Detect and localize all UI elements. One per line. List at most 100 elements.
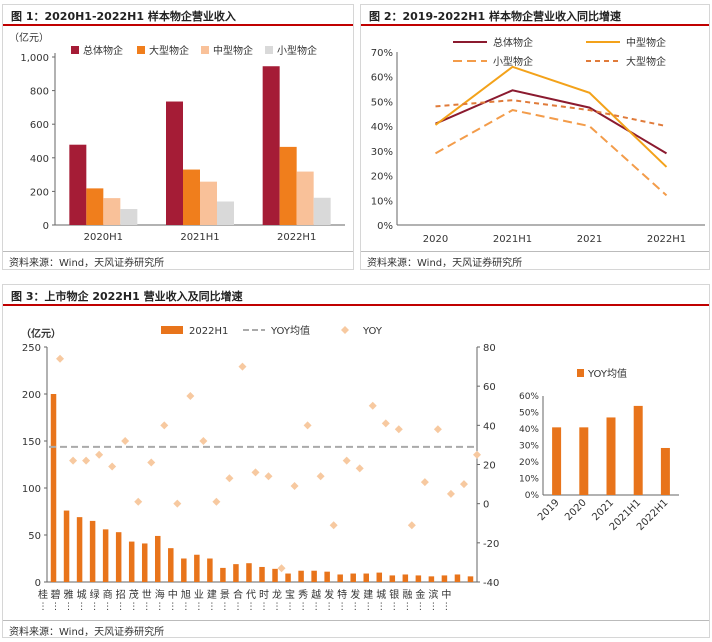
figure-3-x-label-ellipsis: ⋮ xyxy=(338,602,347,612)
figure-3-x-label: 越 xyxy=(311,588,321,601)
figure-3-yoy-point xyxy=(199,437,208,445)
figure-1-bar xyxy=(262,66,280,225)
figure-3-inset-x-tick: 2019 xyxy=(536,497,562,523)
figure-2-y-tick: 70% xyxy=(371,48,393,59)
figure-3-x-label: 雅 xyxy=(64,588,74,601)
figure-2-x-tick: 2022H1 xyxy=(647,234,686,245)
figure-2-chart: 0% 10% 20% 30% 40% 50% 60% 70% 2020 2021H1 2021 202… xyxy=(371,36,705,245)
figure-3-x-label: 业 xyxy=(194,589,204,601)
figure-3-x-label: 银 xyxy=(389,588,399,601)
figure-3-x-label-ellipsis: ⋮ xyxy=(403,602,412,612)
figure-1-bar xyxy=(120,209,138,225)
figure-2-y-tick: 50% xyxy=(371,97,393,108)
figure-3-inset-y-tick: 10% xyxy=(519,475,539,485)
figure-3-x-label: 时 xyxy=(259,589,269,601)
figure-3-chart: （亿元）050100150200250-40-20020406080碧⋮雅⋮城⋮… xyxy=(21,324,679,612)
figure-3-bar xyxy=(233,564,239,582)
figure-3-x-label: 代 xyxy=(246,589,256,601)
figure-3-x-label: 城 xyxy=(376,589,386,601)
figure-2-y-tick: 20% xyxy=(371,172,393,183)
figure-3-bar xyxy=(285,573,291,582)
figure-3-x-label-ellipsis: ⋮ xyxy=(286,602,295,612)
figure-3-x-label-ellipsis: ⋮ xyxy=(377,602,386,612)
figure-3-x-label: 中 xyxy=(441,588,451,601)
figure-3-x-label: 中 xyxy=(168,588,178,601)
figure-3-x-label-ellipsis: ⋮ xyxy=(429,602,438,612)
figure-3-yoy-point xyxy=(407,521,416,530)
figure-3-x-label-ellipsis: ⋮ xyxy=(207,602,216,612)
figure-3-x-label: 茂 xyxy=(129,588,139,601)
figure-3-x-label-ellipsis: ⋮ xyxy=(103,602,112,612)
figure-3-bar xyxy=(89,520,96,582)
figure-2-x-tick: 2021H1 xyxy=(493,234,532,245)
figure-1-bar xyxy=(103,198,121,225)
figure-3-bar xyxy=(415,575,422,582)
figure-1-title: 图 1：2020H1-2022H1 样本物企营业收入 xyxy=(11,10,236,23)
figure-3-y-tick: 50 xyxy=(28,531,41,542)
figure-1-bar xyxy=(69,144,87,225)
figure-3-x-label: 绿 xyxy=(90,588,100,601)
figure-3-x-label: 发 xyxy=(350,588,360,601)
figure-2-title-rule xyxy=(361,24,709,26)
figure-1-legend-label: 小型物企 xyxy=(277,44,317,57)
figure-3-bar xyxy=(141,543,148,582)
figure-2-series-line xyxy=(435,99,667,128)
figure-2-source-rule xyxy=(361,251,709,252)
figure-3-yoy-point xyxy=(381,419,390,428)
figure-3-x-label-ellipsis: ⋮ xyxy=(77,602,86,612)
figure-3-y-tick: 0 xyxy=(35,578,41,589)
figure-3-x-label-ellipsis: ⋮ xyxy=(442,602,451,612)
figure-3-y-unit: （亿元） xyxy=(21,327,61,340)
figure-3-inset-legend-label: YOY均值 xyxy=(587,367,627,380)
figure-1-y-unit: （亿元） xyxy=(9,31,49,44)
figure-3-legend-label: YOY均值 xyxy=(270,324,310,337)
figure-3-legend-swatch-yoy xyxy=(341,326,349,334)
figure-3-x-label: 合 xyxy=(233,588,243,601)
figure-2-y-tick: 40% xyxy=(371,122,393,133)
figure-3-inset-legend-swatch xyxy=(577,369,584,377)
figure-3-x-label-ellipsis: ⋮ xyxy=(273,602,282,612)
figure-1-y-tick: 1,000 xyxy=(20,53,49,64)
figure-3-yoy-point xyxy=(420,478,429,487)
figure-1-legend-swatch xyxy=(137,46,145,54)
figure-2-x-tick: 2020 xyxy=(423,234,448,245)
figure-3-inset-bar xyxy=(552,427,562,495)
figure-3-inset-y-tick: 40% xyxy=(519,425,539,435)
figure-3-y2-tick: -20 xyxy=(483,539,499,550)
figure-3-bar xyxy=(337,574,343,582)
figure-3-x-label: 建 xyxy=(363,588,373,601)
figure-3-yoy-point xyxy=(446,489,455,498)
figure-3-x-label-ellipsis: ⋮ xyxy=(90,602,99,612)
figure-3-source: 资料来源：Wind，天风证券研究所 xyxy=(9,627,165,638)
figure-1-chart: （亿元） 0 200 400 600 800 1,000 2020H1 2021H1 2022H1… xyxy=(9,31,345,243)
figure-3-yoy-point xyxy=(264,472,273,481)
figure-3-bar xyxy=(207,558,213,582)
figure-3-bar xyxy=(311,570,317,582)
figure-3-y2-tick: 0 xyxy=(483,500,489,511)
figure-1-y-tick: 800 xyxy=(30,87,49,98)
figure-1-source-rule xyxy=(3,251,353,252)
figure-1-x-tick: 2021H1 xyxy=(180,232,219,243)
figure-3-bar xyxy=(115,532,122,582)
figure-3-x-label-ellipsis: ⋮ xyxy=(116,602,125,612)
panel-figure-2: 图 2：2019-2022H1 样本物企营业收入同比增速 0% 10% 20% 30%… xyxy=(360,4,710,270)
figure-2-series-line xyxy=(435,109,668,197)
figure-3-y2-tick: 40 xyxy=(483,421,496,432)
figure-3-x-label: 桂 xyxy=(38,588,48,601)
figure-3-y-tick: 250 xyxy=(22,343,41,354)
figure-3-bar xyxy=(324,571,330,582)
figure-3-yoy-point xyxy=(394,425,403,434)
figure-2-legend-label: 小型物企 xyxy=(493,55,533,68)
figure-3-x-label-ellipsis: ⋮ xyxy=(299,602,308,612)
figure-1-y-tick: 600 xyxy=(30,120,49,131)
figure-1-bar xyxy=(183,169,200,225)
figure-2-legend-label: 总体物企 xyxy=(493,36,533,49)
figure-3-legend-label: 2022H1 xyxy=(189,326,228,337)
figure-3-inset-bar xyxy=(579,427,589,495)
figure-3-bar xyxy=(128,541,135,582)
figure-3-x-label-ellipsis: ⋮ xyxy=(260,602,269,612)
figure-3-bar xyxy=(246,563,252,582)
figure-3-y2-tick: -40 xyxy=(483,578,499,589)
figure-2-legend-label: 中型物企 xyxy=(626,36,666,49)
figure-3-yoy-point xyxy=(147,458,156,467)
